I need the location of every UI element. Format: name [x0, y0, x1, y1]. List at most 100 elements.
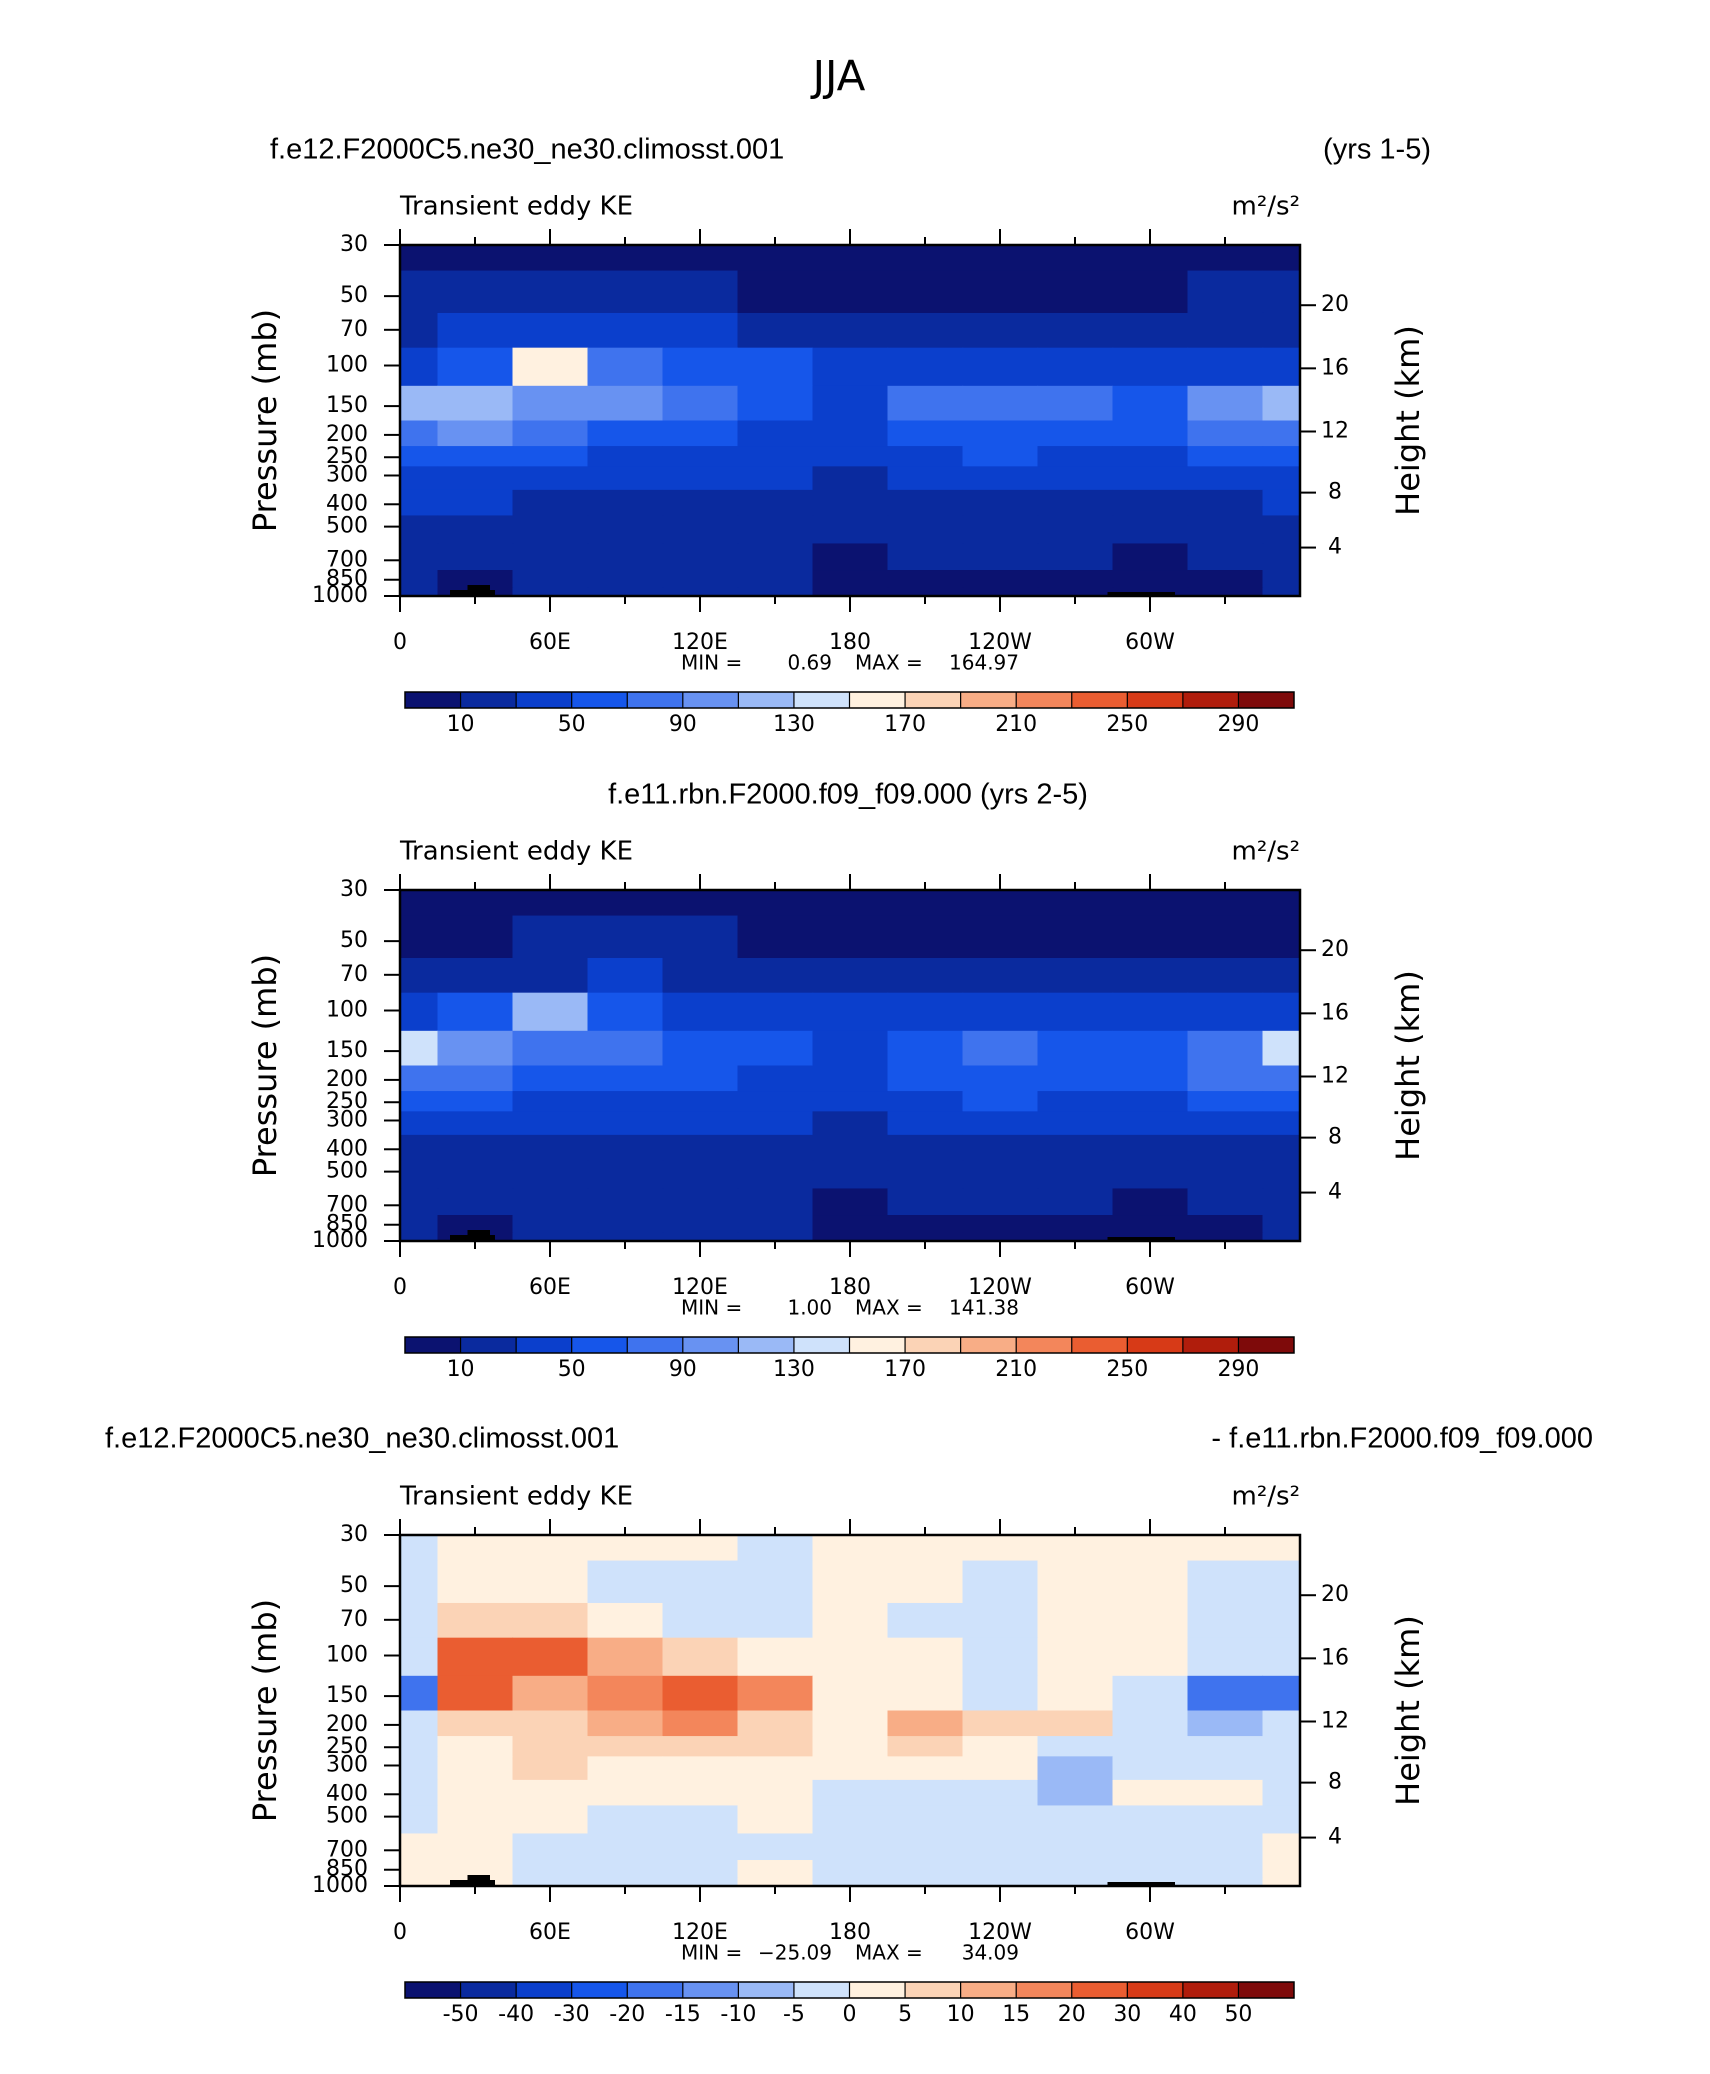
- stat-name: MAX =: [855, 1296, 923, 1320]
- y2-tick-label: 8: [1328, 480, 1342, 505]
- field-cell: [662, 1602, 739, 1639]
- field-cell: [512, 1736, 589, 1757]
- field-cell: [887, 890, 964, 917]
- y-tick-label: 70: [340, 317, 368, 342]
- stat-value: −25.09: [758, 1941, 832, 1965]
- field-cell: [962, 992, 1039, 1032]
- y-tick-label: 400: [326, 491, 368, 516]
- field-cell: [662, 1877, 739, 1887]
- field-cell: [887, 1111, 964, 1136]
- field-cell: [962, 915, 1039, 959]
- field-cell: [812, 489, 889, 517]
- field-cell: [1187, 1779, 1264, 1807]
- field-cell: [662, 1637, 739, 1677]
- field-cell: [1187, 1065, 1264, 1092]
- colorbar-label: 0: [843, 2002, 857, 2027]
- y-tick-label: 400: [326, 1781, 368, 1806]
- field-cell: [1187, 515, 1264, 545]
- field-cell: [1262, 312, 1301, 349]
- colorbar-label: 250: [1106, 712, 1148, 737]
- colorbar-box: [1182, 1337, 1239, 1353]
- field-cell: [812, 1675, 889, 1712]
- field-cell: [1037, 890, 1114, 917]
- field-cell: [887, 543, 964, 571]
- field-cell: [1262, 1065, 1301, 1092]
- y2-tick-label: 16: [1321, 1645, 1349, 1670]
- y-tick-label: 300: [326, 1107, 368, 1132]
- x-tick-label: 180: [829, 1275, 871, 1300]
- field-cell: [1037, 1756, 1114, 1781]
- colorbar-box: [849, 692, 906, 708]
- units: m²/s²: [1232, 1482, 1300, 1512]
- field-cell: [512, 1756, 589, 1781]
- colorbar-label: -50: [443, 2002, 479, 2027]
- field-cell: [812, 446, 889, 467]
- topography: [467, 1875, 490, 1886]
- field-cell: [1037, 543, 1114, 571]
- field-cell: [587, 1756, 664, 1781]
- field-cell: [737, 245, 814, 272]
- field-cell: [1262, 1675, 1301, 1712]
- field-cell: [587, 1091, 664, 1112]
- field-cell: [812, 1637, 889, 1677]
- field-cell: [962, 1232, 1039, 1242]
- field-cell: [1112, 312, 1189, 349]
- field-cell: [1262, 1833, 1301, 1861]
- field-cell: [512, 515, 589, 545]
- field-cell: [1262, 1215, 1301, 1234]
- y-tick-label: 30: [340, 232, 368, 257]
- y-tick-label: 500: [326, 1804, 368, 1829]
- field-cell: [1112, 570, 1189, 589]
- field-cell: [400, 1160, 439, 1190]
- y2-tick-label: 8: [1328, 1770, 1342, 1795]
- field-cell: [887, 446, 964, 467]
- field-cell: [512, 1560, 589, 1604]
- field-cell: [400, 420, 439, 447]
- field-cell: [1037, 1805, 1114, 1835]
- field-cell: [1262, 1602, 1301, 1639]
- field-cell: [887, 1232, 964, 1242]
- field-cell: [1262, 245, 1301, 272]
- field-cell: [1037, 1833, 1114, 1861]
- field-cell: [400, 1779, 439, 1807]
- field-cell: [887, 347, 964, 387]
- field-cell: [512, 890, 589, 917]
- panel-left-title: f.e12.F2000C5.ne30_ne30.climosst.001: [105, 1423, 619, 1455]
- field-cell: [812, 245, 889, 272]
- field-cell: [1187, 1091, 1264, 1112]
- field-cell: [1262, 446, 1301, 467]
- y-tick-label: 300: [326, 1752, 368, 1777]
- stat-value: 34.09: [962, 1941, 1019, 1965]
- y-tick-label: 500: [326, 514, 368, 539]
- field-cell: [587, 1805, 664, 1835]
- field-cell: [587, 890, 664, 917]
- field-cell: [662, 1134, 739, 1162]
- field-cell: [400, 312, 439, 349]
- field-cell: [1112, 420, 1189, 447]
- field-cell: [662, 270, 739, 314]
- colorbar-label: 210: [995, 1357, 1037, 1382]
- field-cell: [812, 957, 889, 994]
- field-cell: [437, 1160, 514, 1190]
- y2-tick-label: 4: [1328, 535, 1342, 560]
- field-cell: [400, 347, 439, 387]
- field-cell: [1187, 587, 1264, 597]
- y-tick-label: 150: [326, 1038, 368, 1063]
- field-cell: [662, 245, 739, 272]
- field-cell: [1037, 1091, 1114, 1112]
- field-cell: [1187, 1860, 1264, 1879]
- field-cell: [1037, 957, 1114, 994]
- field-cell: [662, 1091, 739, 1112]
- field-cell: [962, 1134, 1039, 1162]
- field-cell: [1037, 1710, 1114, 1737]
- x-tick-label: 0: [393, 1275, 407, 1300]
- field-cell: [812, 466, 889, 491]
- field-cell: [662, 446, 739, 467]
- y2-tick-label: 20: [1321, 292, 1349, 317]
- field-cell: [1187, 1637, 1264, 1677]
- x-tick-label: 0: [393, 630, 407, 655]
- field-cell: [1037, 1860, 1114, 1879]
- field-cell: [812, 1111, 889, 1136]
- field-cell: [400, 515, 439, 545]
- field-cell: [1262, 1756, 1301, 1781]
